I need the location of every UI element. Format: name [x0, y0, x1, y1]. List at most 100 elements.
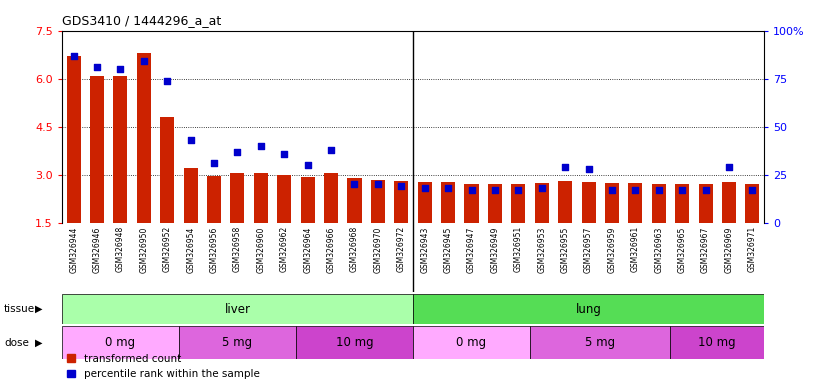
Point: [348, 181, 361, 187]
Bar: [652, 184, 666, 223]
Bar: [179, 326, 296, 359]
Bar: [296, 326, 413, 359]
Text: 5 mg: 5 mg: [222, 336, 253, 349]
Text: GSM326944: GSM326944: [69, 226, 78, 273]
Text: GSM326962: GSM326962: [280, 226, 289, 272]
Text: GSM326945: GSM326945: [444, 226, 453, 273]
Point: [301, 162, 314, 168]
Text: GSM326946: GSM326946: [93, 226, 102, 273]
Bar: [745, 184, 759, 223]
Text: 10 mg: 10 mg: [335, 336, 373, 349]
Point: [395, 183, 408, 189]
Text: GSM326958: GSM326958: [233, 226, 242, 272]
Point: [207, 160, 221, 166]
Bar: [558, 181, 572, 223]
Bar: [488, 184, 502, 223]
Bar: [348, 178, 362, 223]
Bar: [207, 176, 221, 223]
Text: GSM326960: GSM326960: [256, 226, 265, 273]
Bar: [605, 183, 619, 223]
Bar: [254, 173, 268, 223]
Bar: [629, 184, 643, 223]
Text: GSM326953: GSM326953: [537, 226, 546, 273]
Text: ▶: ▶: [35, 338, 42, 348]
Bar: [699, 184, 713, 223]
Text: GSM326949: GSM326949: [491, 226, 500, 273]
Bar: [671, 326, 764, 359]
Text: GSM326963: GSM326963: [654, 226, 663, 273]
Text: GSM326951: GSM326951: [514, 226, 523, 272]
Point: [184, 137, 197, 143]
Text: tissue: tissue: [4, 304, 36, 314]
Text: GSM326950: GSM326950: [140, 226, 149, 273]
Point: [278, 151, 291, 157]
Point: [137, 58, 150, 65]
Bar: [582, 182, 596, 223]
Text: GSM326955: GSM326955: [561, 226, 570, 273]
Point: [488, 187, 501, 193]
Point: [254, 143, 268, 149]
Point: [114, 66, 127, 72]
Text: 0 mg: 0 mg: [106, 336, 135, 349]
Text: GSM326966: GSM326966: [326, 226, 335, 273]
Text: 0 mg: 0 mg: [457, 336, 487, 349]
Bar: [62, 294, 413, 324]
Text: GSM326972: GSM326972: [396, 226, 406, 272]
Point: [511, 187, 525, 193]
Bar: [511, 184, 525, 223]
Point: [629, 187, 642, 193]
Point: [90, 64, 104, 70]
Point: [558, 164, 572, 170]
Bar: [534, 183, 548, 223]
Text: dose: dose: [4, 338, 29, 348]
Point: [722, 164, 735, 170]
Bar: [67, 56, 81, 223]
Point: [230, 149, 244, 155]
Text: GSM326961: GSM326961: [631, 226, 640, 272]
Bar: [278, 175, 292, 223]
Bar: [324, 173, 338, 223]
Text: GSM326964: GSM326964: [303, 226, 312, 273]
Bar: [530, 326, 671, 359]
Text: lung: lung: [576, 303, 601, 316]
Point: [605, 187, 619, 193]
Point: [652, 187, 665, 193]
Point: [372, 181, 385, 187]
Bar: [137, 53, 151, 223]
Text: ▶: ▶: [35, 304, 42, 314]
Bar: [413, 294, 764, 324]
Point: [325, 147, 338, 153]
Text: GSM326943: GSM326943: [420, 226, 430, 273]
Point: [160, 78, 173, 84]
Point: [746, 187, 759, 193]
Bar: [301, 177, 315, 223]
Bar: [160, 117, 174, 223]
Point: [418, 185, 431, 191]
Text: GSM326967: GSM326967: [701, 226, 710, 273]
Bar: [722, 182, 736, 223]
Text: liver: liver: [225, 303, 250, 316]
Text: GSM326957: GSM326957: [584, 226, 593, 273]
Text: GSM326956: GSM326956: [210, 226, 219, 273]
Bar: [230, 173, 244, 223]
Point: [465, 187, 478, 193]
Text: GSM326959: GSM326959: [607, 226, 616, 273]
Point: [535, 185, 548, 191]
Text: 10 mg: 10 mg: [699, 336, 736, 349]
Legend: transformed count, percentile rank within the sample: transformed count, percentile rank withi…: [67, 354, 259, 379]
Text: GSM326971: GSM326971: [748, 226, 757, 272]
Bar: [675, 184, 689, 223]
Text: GSM326970: GSM326970: [373, 226, 382, 273]
Text: GSM326965: GSM326965: [677, 226, 686, 273]
Point: [67, 53, 80, 59]
Point: [676, 187, 689, 193]
Bar: [441, 182, 455, 223]
Text: GSM326968: GSM326968: [350, 226, 359, 272]
Text: GSM326952: GSM326952: [163, 226, 172, 272]
Bar: [371, 180, 385, 223]
Bar: [183, 168, 197, 223]
Bar: [394, 181, 408, 223]
Point: [582, 166, 595, 172]
Text: GSM326948: GSM326948: [116, 226, 125, 272]
Bar: [413, 326, 530, 359]
